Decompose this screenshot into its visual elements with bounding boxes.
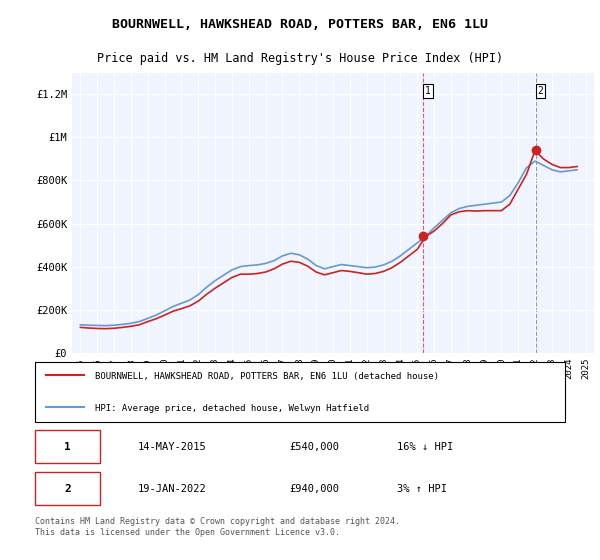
- Text: 2: 2: [64, 484, 71, 493]
- Text: 1: 1: [425, 86, 431, 96]
- Text: 3% ↑ HPI: 3% ↑ HPI: [397, 484, 447, 493]
- Text: 19-JAN-2022: 19-JAN-2022: [138, 484, 207, 493]
- Text: BOURNWELL, HAWKSHEAD ROAD, POTTERS BAR, EN6 1LU (detached house): BOURNWELL, HAWKSHEAD ROAD, POTTERS BAR, …: [95, 372, 439, 381]
- FancyBboxPatch shape: [35, 362, 565, 422]
- Text: 14-MAY-2015: 14-MAY-2015: [138, 442, 207, 451]
- Text: £540,000: £540,000: [289, 442, 339, 451]
- Text: Contains HM Land Registry data © Crown copyright and database right 2024.
This d: Contains HM Land Registry data © Crown c…: [35, 517, 400, 536]
- FancyBboxPatch shape: [35, 472, 100, 505]
- Text: 16% ↓ HPI: 16% ↓ HPI: [397, 442, 454, 451]
- Text: HPI: Average price, detached house, Welwyn Hatfield: HPI: Average price, detached house, Welw…: [95, 404, 369, 413]
- Text: £940,000: £940,000: [289, 484, 339, 493]
- FancyBboxPatch shape: [35, 430, 100, 464]
- Text: Price paid vs. HM Land Registry's House Price Index (HPI): Price paid vs. HM Land Registry's House …: [97, 53, 503, 66]
- Text: 1: 1: [64, 442, 71, 451]
- Text: 2: 2: [538, 86, 544, 96]
- Text: BOURNWELL, HAWKSHEAD ROAD, POTTERS BAR, EN6 1LU: BOURNWELL, HAWKSHEAD ROAD, POTTERS BAR, …: [112, 18, 488, 31]
